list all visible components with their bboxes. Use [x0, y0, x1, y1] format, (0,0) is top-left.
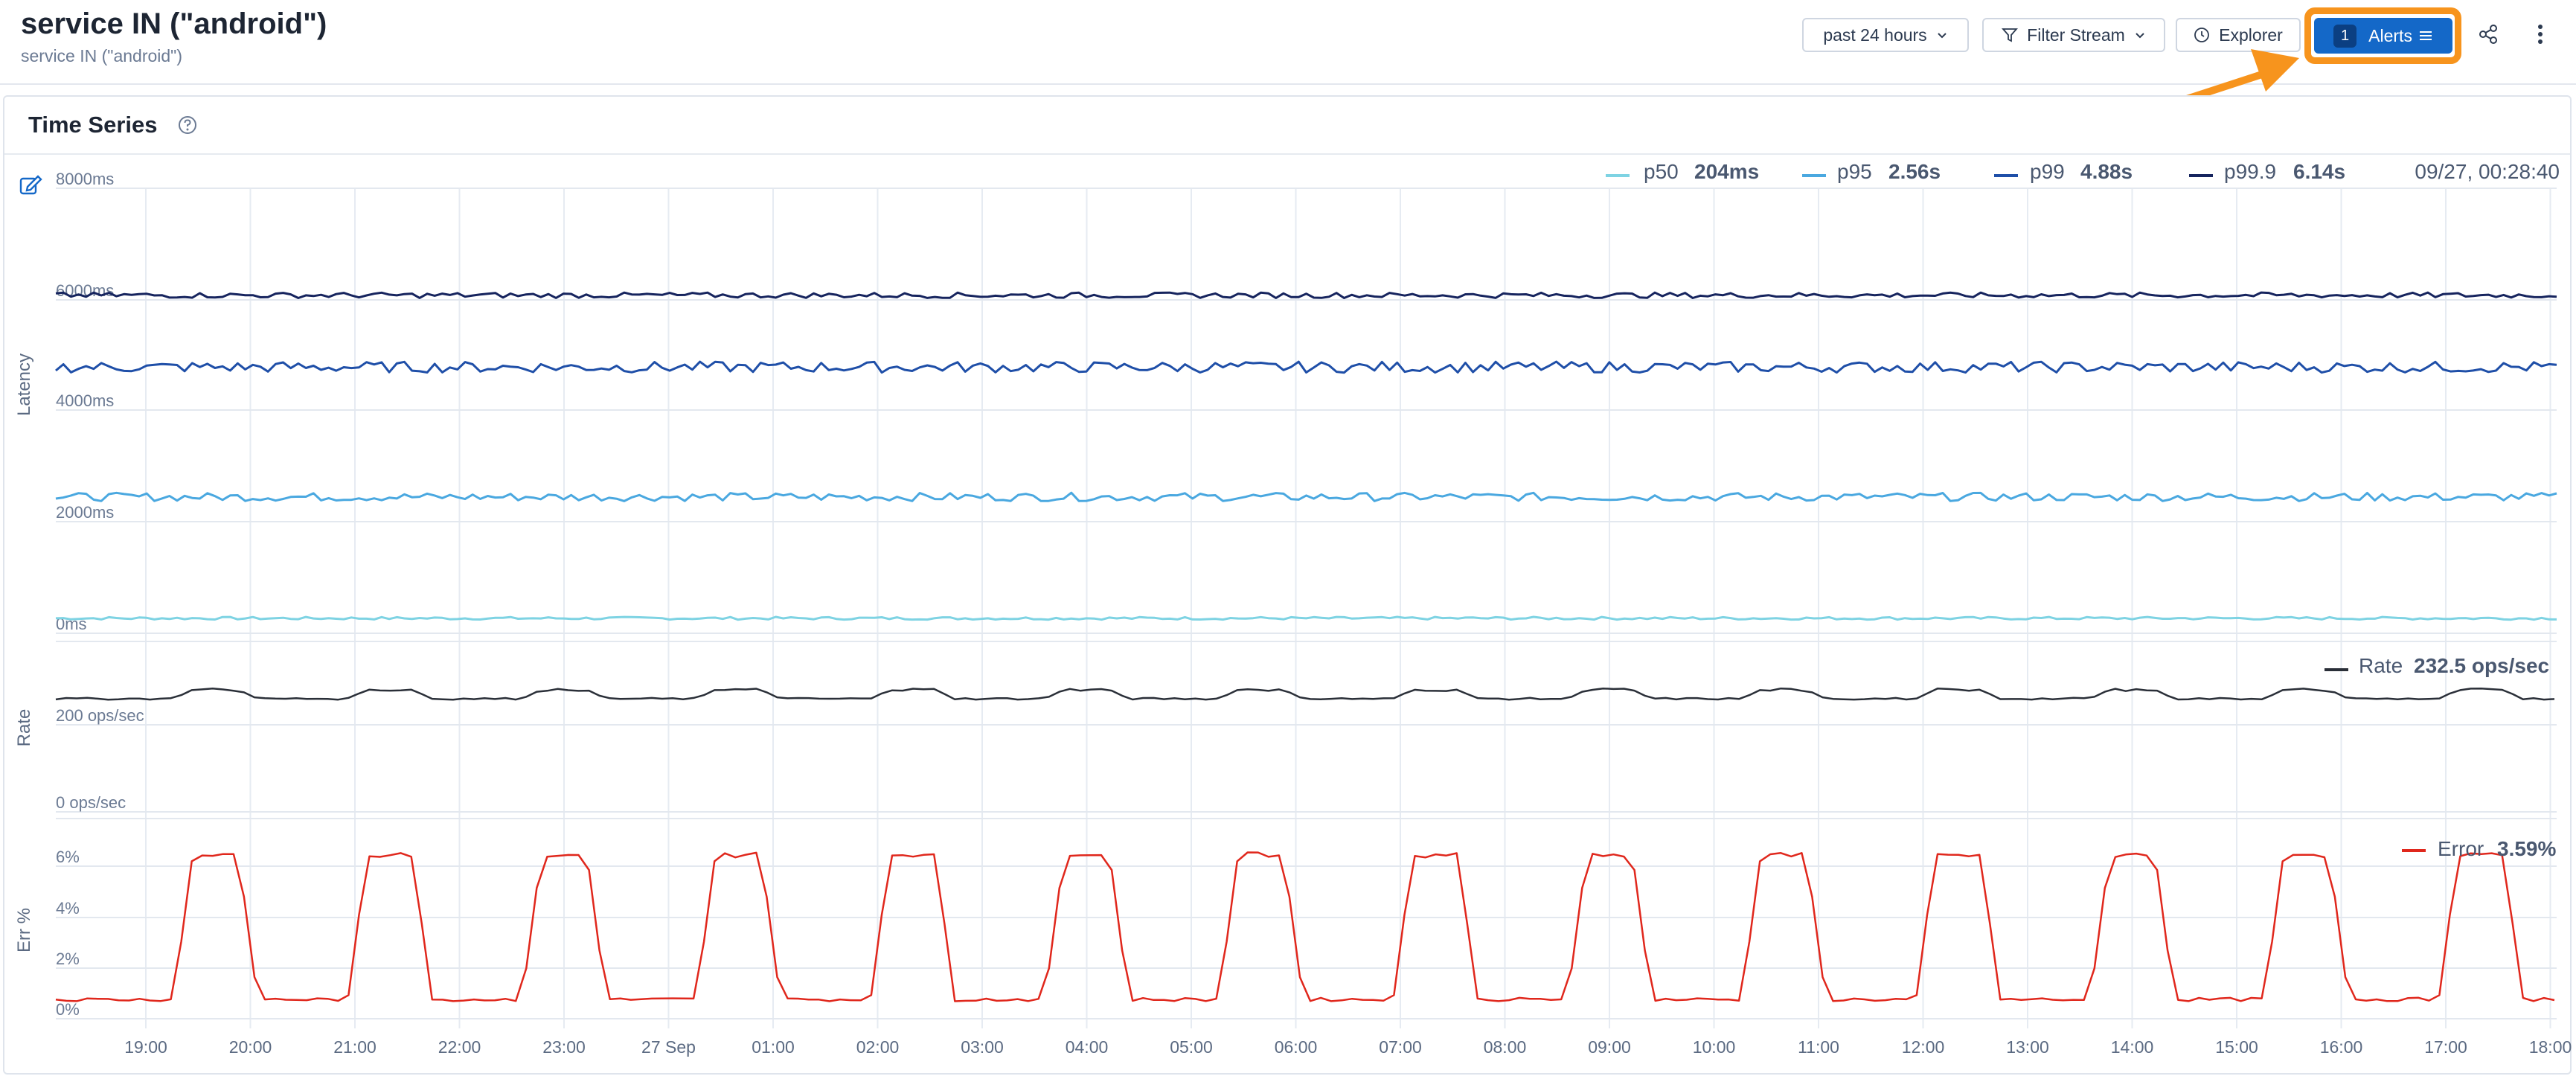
x-tick-label: 03:00 [961, 1037, 1004, 1057]
filter-icon [2002, 27, 2019, 43]
filter-stream-dropdown[interactable]: Filter Stream [1982, 18, 2165, 52]
x-tick-label: 19:00 [124, 1037, 167, 1057]
explorer-button[interactable]: Explorer [2176, 18, 2301, 52]
chevron-down-icon [2134, 29, 2146, 41]
y-tick-label: 4000ms [56, 391, 114, 410]
latency-legend: p50 204ms p95 2.56s p99 4.88s p99.9 6.14… [1606, 160, 2560, 183]
legend-name-p95: p95 [1837, 160, 1872, 183]
series-line-p95 [55, 491, 2557, 502]
x-tick-label: 23:00 [542, 1037, 586, 1057]
share-icon [2476, 22, 2500, 50]
x-tick-label: 01:00 [752, 1037, 795, 1057]
x-tick-label: 18:00 [2529, 1037, 2572, 1057]
time-series-panel: Time Series [3, 95, 2572, 1075]
error-axis-label: Err % [14, 908, 34, 952]
x-tick-label: 10:00 [1693, 1037, 1736, 1057]
x-tick-label: 12:00 [1902, 1037, 1945, 1057]
alerts-count-badge: 1 [2333, 24, 2357, 48]
chart-grid [56, 188, 2557, 1028]
time-range-dropdown[interactable]: past 24 hours [1802, 18, 1969, 52]
page-header: service IN ("android") service IN ("andr… [0, 0, 2576, 85]
error-legend: Error 3.59% [2402, 837, 2556, 860]
y-tick-label: 2% [56, 950, 80, 968]
y-tick-label: 0 ops/sec [56, 793, 126, 812]
x-tick-label: 09:00 [1588, 1037, 1631, 1057]
edit-icon[interactable] [19, 175, 42, 195]
list-icon [2418, 26, 2433, 46]
share-button[interactable] [2472, 19, 2505, 52]
series-line-rate [55, 687, 2555, 701]
x-tick-label: 15:00 [2215, 1037, 2258, 1057]
x-tick-label: 05:00 [1170, 1037, 1213, 1057]
x-tick-label: 17:00 [2424, 1037, 2467, 1057]
latency-axis-label: Latency [14, 353, 34, 416]
page-title: service IN ("android") [21, 7, 327, 40]
x-tick-label: 07:00 [1379, 1037, 1422, 1057]
legend-name-error: Error [2438, 837, 2484, 860]
legend-name-p99: p99 [2030, 160, 2065, 183]
y-tick-label: 0% [56, 1000, 80, 1019]
legend-name-p50: p50 [1644, 160, 1679, 183]
y-tick-label: 2000ms [56, 503, 114, 522]
y-tick-label: 8000ms [56, 170, 114, 188]
x-tick-label: 11:00 [1798, 1037, 1839, 1057]
legend-value-p99: 4.88s [2080, 160, 2133, 183]
more-menu-button[interactable] [2524, 19, 2557, 52]
help-icon[interactable] [177, 115, 198, 135]
kebab-menu-icon [2537, 23, 2544, 49]
x-tick-label: 20:00 [229, 1037, 272, 1057]
y-tick-label: 4% [56, 899, 80, 918]
x-tick-label: 22:00 [438, 1037, 481, 1057]
legend-value-p95: 2.56s [1888, 160, 1941, 183]
legend-name-p999: p99.9 [2224, 160, 2276, 183]
legend-value-rate: 232.5 ops/sec [2414, 654, 2549, 677]
x-tick-label: 16:00 [2320, 1037, 2363, 1057]
page-subtitle: service IN ("android") [21, 46, 183, 65]
x-tick-label: 04:00 [1066, 1037, 1109, 1057]
legend-value-p50: 204ms [1694, 160, 1759, 183]
series-line-error [55, 851, 2555, 1002]
x-tick-label: 27 Sep [641, 1037, 696, 1057]
x-tick-label: 21:00 [333, 1037, 377, 1057]
x-tick-label: 08:00 [1484, 1037, 1527, 1057]
alerts-button[interactable]: 1 Alerts [2314, 18, 2452, 54]
alerts-highlight-box [2304, 7, 2461, 64]
legend-value-p999: 6.14s [2293, 160, 2345, 183]
time-range-label: past 24 hours [1823, 25, 1927, 45]
x-tick-label: 06:00 [1275, 1037, 1318, 1057]
series-line-p999 [55, 291, 2557, 299]
chart-series [55, 291, 2557, 1002]
clock-icon [2194, 27, 2210, 43]
x-tick-label: 13:00 [2006, 1037, 2049, 1057]
y-tick-label: 200 ops/sec [56, 706, 144, 725]
legend-name-rate: Rate [2359, 654, 2403, 677]
y-tick-label: 6% [56, 848, 80, 866]
x-tick-label: 02:00 [856, 1037, 900, 1057]
panel-header: Time Series [4, 97, 2570, 155]
legend-value-error: 3.59% [2497, 837, 2556, 860]
x-tick-label: 14:00 [2111, 1037, 2154, 1057]
chevron-down-icon [1936, 29, 1948, 41]
legend-timestamp: 09/27, 00:28:40 [2415, 160, 2560, 183]
series-line-p50 [55, 615, 2557, 621]
filter-stream-label: Filter Stream [2027, 25, 2125, 45]
explorer-label: Explorer [2219, 25, 2283, 45]
series-line-p99 [55, 360, 2557, 374]
alerts-label: Alerts [2368, 25, 2412, 45]
panel-title: Time Series [28, 112, 158, 138]
rate-axis-label: Rate [14, 709, 34, 747]
rate-legend: Rate 232.5 ops/sec [2325, 654, 2549, 677]
chart-axes: 19:00 20:00 21:00 22:00 23:00 27 Sep 01:00 02:0… [14, 170, 2572, 1057]
